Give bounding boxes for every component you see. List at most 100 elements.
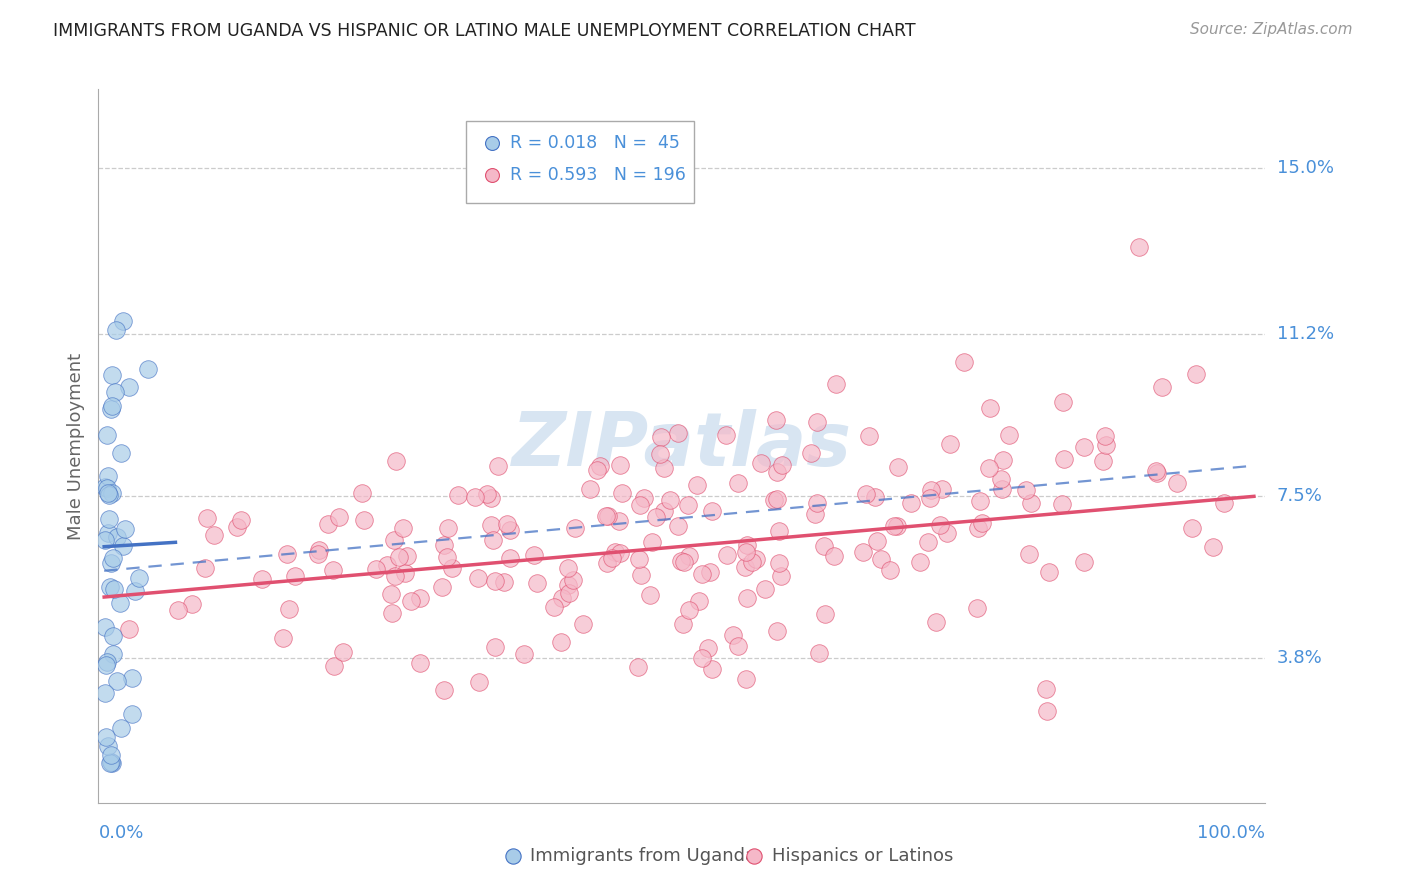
Point <box>596 556 619 570</box>
Point <box>484 640 506 654</box>
Point <box>734 560 756 574</box>
Text: IMMIGRANTS FROM UGANDA VS HISPANIC OR LATINO MALE UNEMPLOYMENT CORRELATION CHART: IMMIGRANTS FROM UGANDA VS HISPANIC OR LA… <box>53 22 917 40</box>
Point <box>114 522 136 536</box>
Point <box>925 615 948 629</box>
Point <box>96 428 118 442</box>
Point <box>550 635 572 649</box>
Point <box>972 516 994 531</box>
Point <box>202 527 225 541</box>
Point <box>765 413 787 427</box>
Point <box>595 508 617 523</box>
Point <box>97 468 120 483</box>
Point <box>700 662 723 676</box>
Point <box>627 660 650 674</box>
Point <box>381 606 404 620</box>
Point <box>195 511 218 525</box>
Point <box>628 498 651 512</box>
Point <box>492 574 515 589</box>
Text: 100.0%: 100.0% <box>1198 824 1265 842</box>
Point <box>1091 454 1114 468</box>
Point <box>94 657 117 672</box>
Point <box>931 482 953 496</box>
Point <box>308 543 330 558</box>
Text: R = 0.593   N = 196: R = 0.593 N = 196 <box>510 166 686 184</box>
Point <box>920 483 942 497</box>
Point <box>100 556 122 570</box>
Point <box>721 628 744 642</box>
Point <box>735 672 758 686</box>
Point <box>1146 466 1168 480</box>
Point <box>103 582 125 597</box>
Point <box>94 686 117 700</box>
Point <box>523 548 546 562</box>
Point <box>136 362 159 376</box>
Point <box>855 487 877 501</box>
Point <box>484 574 506 588</box>
Point <box>806 496 828 510</box>
Point <box>920 491 942 505</box>
Point <box>1166 476 1188 491</box>
Point <box>1073 440 1095 454</box>
Point <box>526 575 548 590</box>
Point <box>858 428 880 442</box>
Point <box>633 491 655 506</box>
Point <box>676 498 699 512</box>
Point <box>879 563 901 577</box>
Point <box>678 549 700 563</box>
Point <box>121 706 143 721</box>
Point <box>628 552 651 566</box>
Point <box>250 572 273 586</box>
Point <box>1095 438 1118 452</box>
Point <box>804 508 827 522</box>
Point <box>437 521 460 535</box>
Point <box>908 555 931 569</box>
Point <box>479 491 502 506</box>
Point <box>464 490 486 504</box>
Point <box>800 446 823 460</box>
Point <box>630 567 652 582</box>
Point <box>754 582 776 596</box>
Point <box>100 399 122 413</box>
Point <box>744 552 766 566</box>
Point <box>808 646 831 660</box>
Point <box>97 488 120 502</box>
Point <box>97 739 120 753</box>
Point <box>105 673 128 688</box>
Point <box>557 561 579 575</box>
Point <box>101 629 124 643</box>
Point <box>100 755 122 769</box>
Point <box>770 569 793 583</box>
Point <box>1181 521 1204 535</box>
Point <box>110 446 132 460</box>
Point <box>813 539 835 553</box>
Point <box>686 478 709 492</box>
Point <box>1018 547 1040 561</box>
Point <box>332 644 354 658</box>
Point <box>589 458 612 473</box>
Point <box>766 466 789 480</box>
Point <box>673 555 696 569</box>
Point <box>284 569 307 583</box>
Point <box>96 655 118 669</box>
Point <box>1128 240 1150 254</box>
Point <box>100 747 122 762</box>
Point <box>1035 682 1057 697</box>
Point <box>697 641 720 656</box>
Point <box>967 520 990 534</box>
Point <box>596 508 619 523</box>
Point <box>96 730 118 744</box>
Point <box>121 671 143 685</box>
Point <box>193 560 215 574</box>
Point <box>1202 540 1225 554</box>
Point <box>690 651 713 665</box>
Point <box>366 562 388 576</box>
Point <box>735 538 758 552</box>
Point <box>353 513 375 527</box>
Point <box>886 518 908 533</box>
Point <box>1185 367 1208 381</box>
Point <box>103 550 125 565</box>
Point <box>118 622 141 636</box>
Point <box>101 486 124 500</box>
Point <box>716 428 738 442</box>
Point <box>98 580 121 594</box>
